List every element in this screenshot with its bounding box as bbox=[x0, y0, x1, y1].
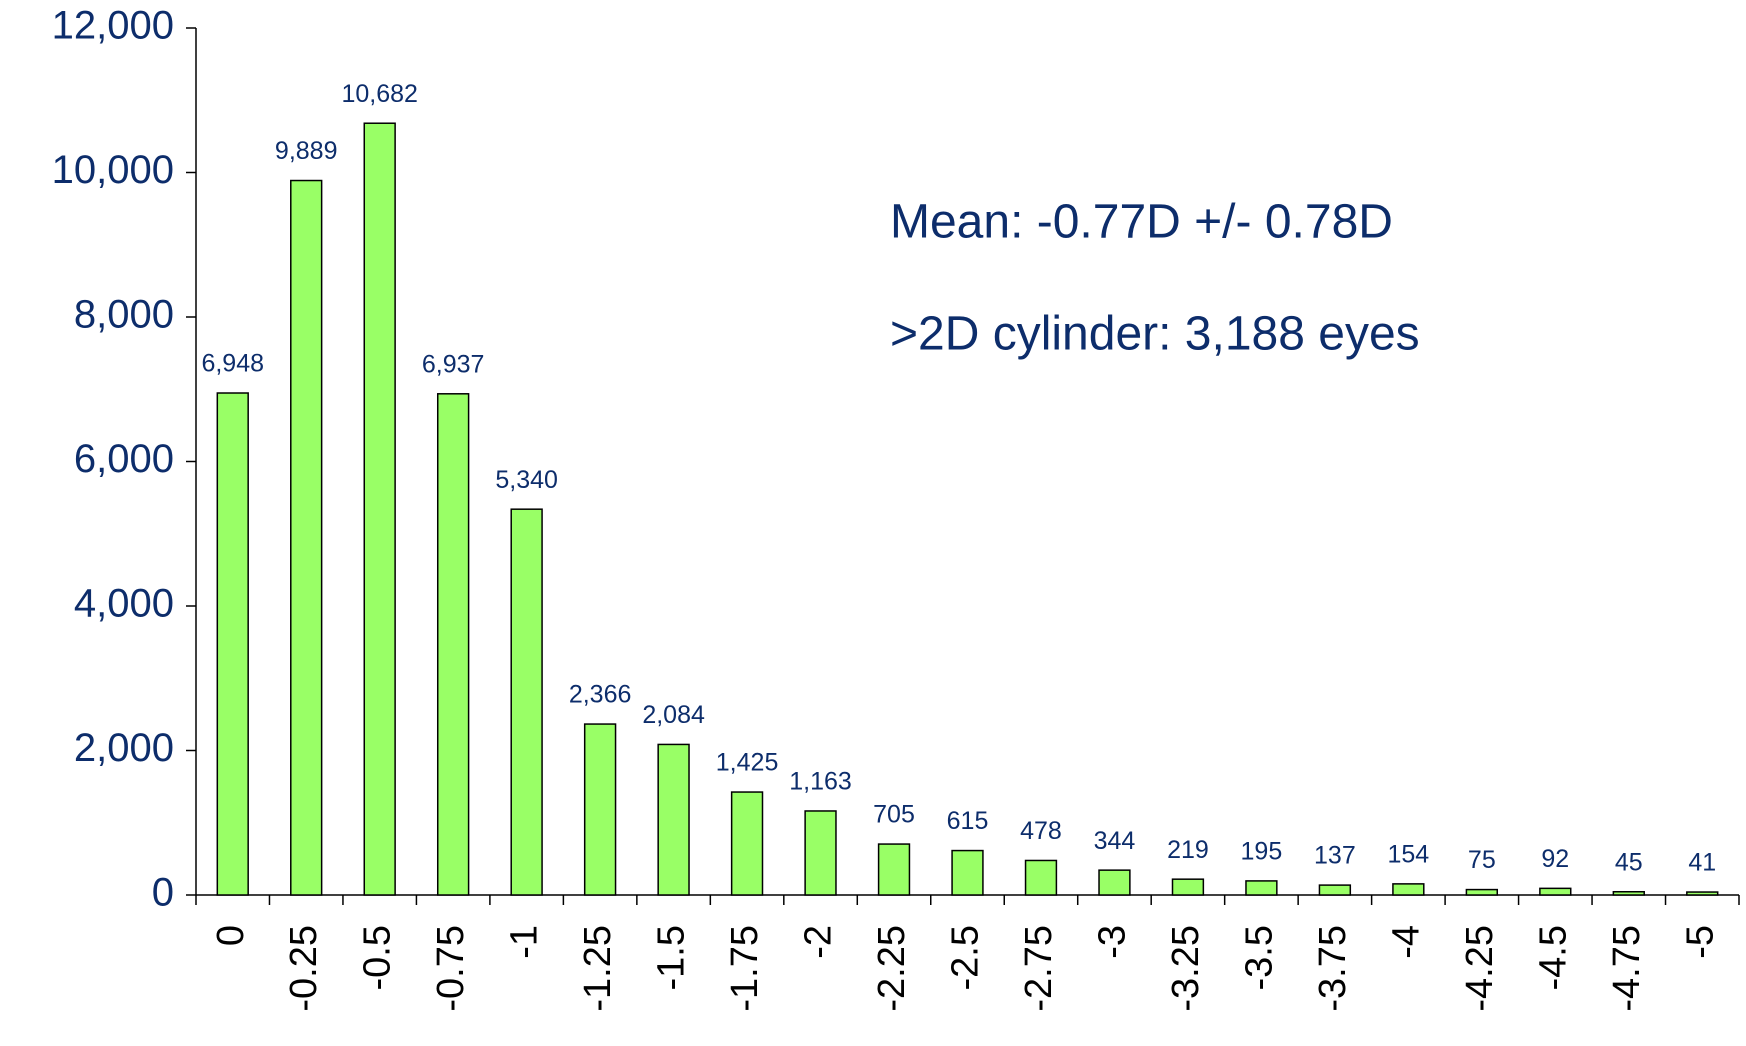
y-tick-label: 8,000 bbox=[74, 293, 174, 337]
bar bbox=[730, 791, 764, 896]
bar bbox=[510, 508, 543, 896]
x-tick-label: -1 bbox=[504, 925, 546, 959]
data-label: 75 bbox=[1468, 846, 1496, 874]
x-tick-label: -4.5 bbox=[1532, 925, 1574, 990]
data-label: 6,948 bbox=[201, 350, 264, 378]
x-tick-label: -3.75 bbox=[1312, 925, 1354, 1012]
y-tick-label: 12,000 bbox=[52, 4, 174, 48]
data-label: 478 bbox=[1020, 817, 1062, 845]
x-tick-label: -3.25 bbox=[1165, 925, 1207, 1012]
data-label: 1,425 bbox=[716, 749, 779, 777]
annotation: >2D cylinder: 3,188 eyes bbox=[890, 308, 1420, 361]
bar bbox=[1245, 880, 1278, 896]
x-tick-label: -3.5 bbox=[1238, 925, 1280, 990]
bar bbox=[1171, 878, 1205, 896]
y-tick-label: 2,000 bbox=[74, 726, 174, 770]
data-label: 1,163 bbox=[789, 768, 852, 796]
bar bbox=[290, 179, 323, 896]
data-label: 705 bbox=[873, 801, 915, 829]
x-tick-label: -3 bbox=[1091, 925, 1133, 959]
data-label: 344 bbox=[1094, 827, 1136, 855]
bar bbox=[1392, 883, 1425, 896]
x-tick-label: -4 bbox=[1385, 925, 1427, 959]
bar bbox=[1686, 891, 1719, 896]
x-tick-label: -5 bbox=[1679, 925, 1721, 959]
x-tick-label: -4.25 bbox=[1459, 925, 1501, 1012]
bar bbox=[1539, 887, 1572, 896]
y-tick-label: 0 bbox=[152, 871, 174, 915]
bar bbox=[1612, 890, 1645, 896]
x-tick-label: -2.75 bbox=[1018, 925, 1060, 1012]
data-label: 195 bbox=[1241, 838, 1283, 866]
bar bbox=[583, 723, 617, 896]
bar bbox=[657, 743, 690, 896]
x-tick-label: -4.75 bbox=[1606, 925, 1648, 1012]
data-label: 137 bbox=[1314, 842, 1356, 870]
x-tick-label: -2.5 bbox=[945, 925, 987, 990]
x-tick-label: -1.5 bbox=[651, 925, 693, 990]
data-label: 45 bbox=[1615, 848, 1643, 876]
x-tick-label: -2 bbox=[798, 925, 840, 959]
x-tick-label: -1.25 bbox=[577, 925, 619, 1012]
x-tick-label: -2.25 bbox=[871, 925, 913, 1012]
data-label: 219 bbox=[1167, 836, 1209, 864]
x-tick-label: -0.5 bbox=[357, 925, 399, 990]
data-label: 41 bbox=[1688, 849, 1716, 877]
y-tick-label: 4,000 bbox=[74, 582, 174, 626]
x-tick-label: -1.75 bbox=[724, 925, 766, 1012]
data-label: 6,937 bbox=[422, 350, 485, 378]
data-label: 2,084 bbox=[642, 701, 705, 729]
data-label: 615 bbox=[947, 807, 989, 835]
data-label: 9,889 bbox=[275, 137, 338, 165]
bar bbox=[1098, 869, 1131, 896]
bar bbox=[436, 393, 470, 896]
data-label: 154 bbox=[1387, 840, 1429, 868]
x-tick-label: -0.25 bbox=[283, 925, 325, 1012]
y-tick-label: 6,000 bbox=[74, 437, 174, 481]
bar bbox=[804, 810, 837, 896]
data-label: 92 bbox=[1541, 845, 1569, 873]
data-label: 5,340 bbox=[495, 466, 558, 494]
bar bbox=[951, 849, 984, 896]
bar bbox=[877, 843, 911, 896]
x-tick-label: 0 bbox=[210, 925, 252, 946]
x-tick-label: -0.75 bbox=[430, 925, 472, 1012]
bar bbox=[1318, 884, 1352, 896]
y-tick-label: 10,000 bbox=[52, 148, 174, 192]
bar bbox=[1465, 888, 1499, 896]
bar bbox=[363, 122, 396, 896]
data-label: 10,682 bbox=[341, 80, 417, 108]
annotation: Mean: -0.77D +/- 0.78D bbox=[890, 196, 1393, 249]
data-label: 2,366 bbox=[569, 681, 632, 709]
bar bbox=[216, 392, 249, 896]
bar bbox=[1024, 859, 1058, 896]
